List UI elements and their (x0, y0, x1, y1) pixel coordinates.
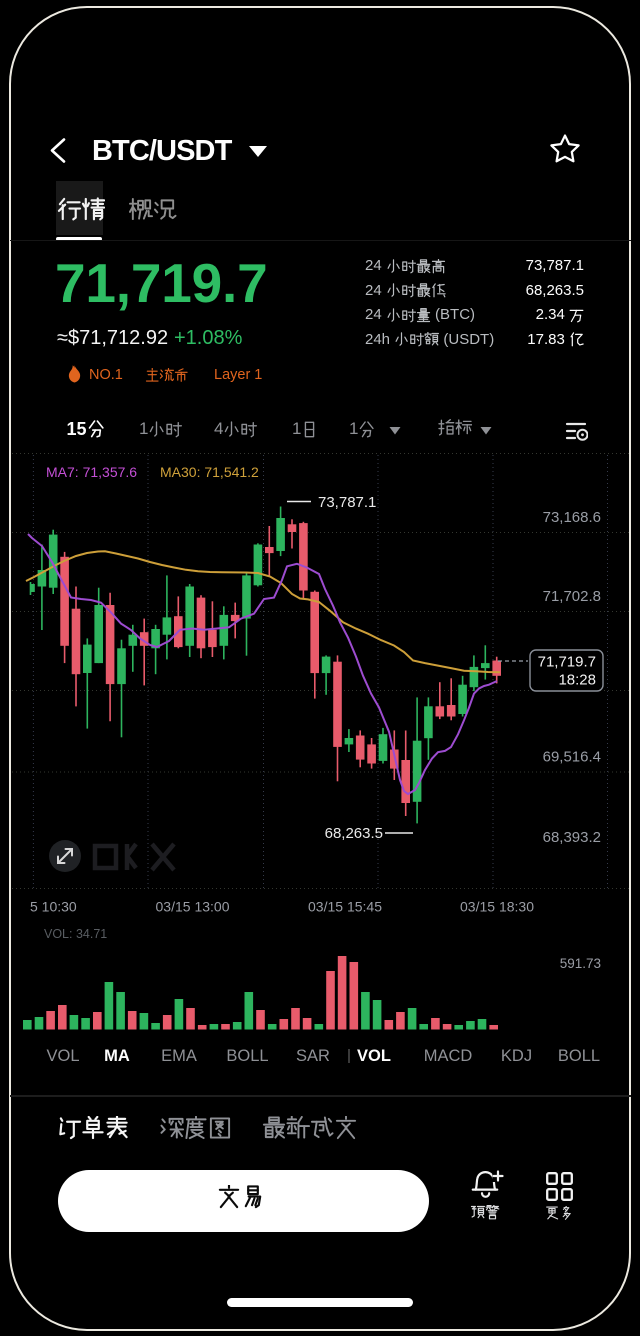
svg-text:69,516.4: 69,516.4 (543, 749, 601, 766)
svg-text:03/15 18:30: 03/15 18:30 (460, 899, 534, 915)
svg-text:03/15 13:00: 03/15 13:00 (156, 899, 230, 915)
svg-text:73,787.1: 73,787.1 (318, 494, 376, 511)
svg-text:73,168.6: 73,168.6 (543, 509, 601, 526)
svg-text:68,393.2: 68,393.2 (543, 829, 601, 846)
svg-text:MA7: 71,357.6: MA7: 71,357.6 (46, 464, 137, 480)
svg-text:5 10:30: 5 10:30 (30, 899, 77, 915)
svg-text:VOL: 34.71: VOL: 34.71 (44, 927, 107, 941)
svg-text:68,263.5: 68,263.5 (325, 825, 383, 842)
svg-text:03/15 15:45: 03/15 15:45 (308, 899, 382, 915)
svg-text:71,719.7: 71,719.7 (538, 654, 596, 671)
svg-text:591.73: 591.73 (560, 956, 601, 971)
svg-text:71,702.8: 71,702.8 (543, 588, 601, 605)
svg-text:18:28: 18:28 (558, 672, 596, 689)
svg-text:MA30: 71,541.2: MA30: 71,541.2 (160, 464, 259, 480)
